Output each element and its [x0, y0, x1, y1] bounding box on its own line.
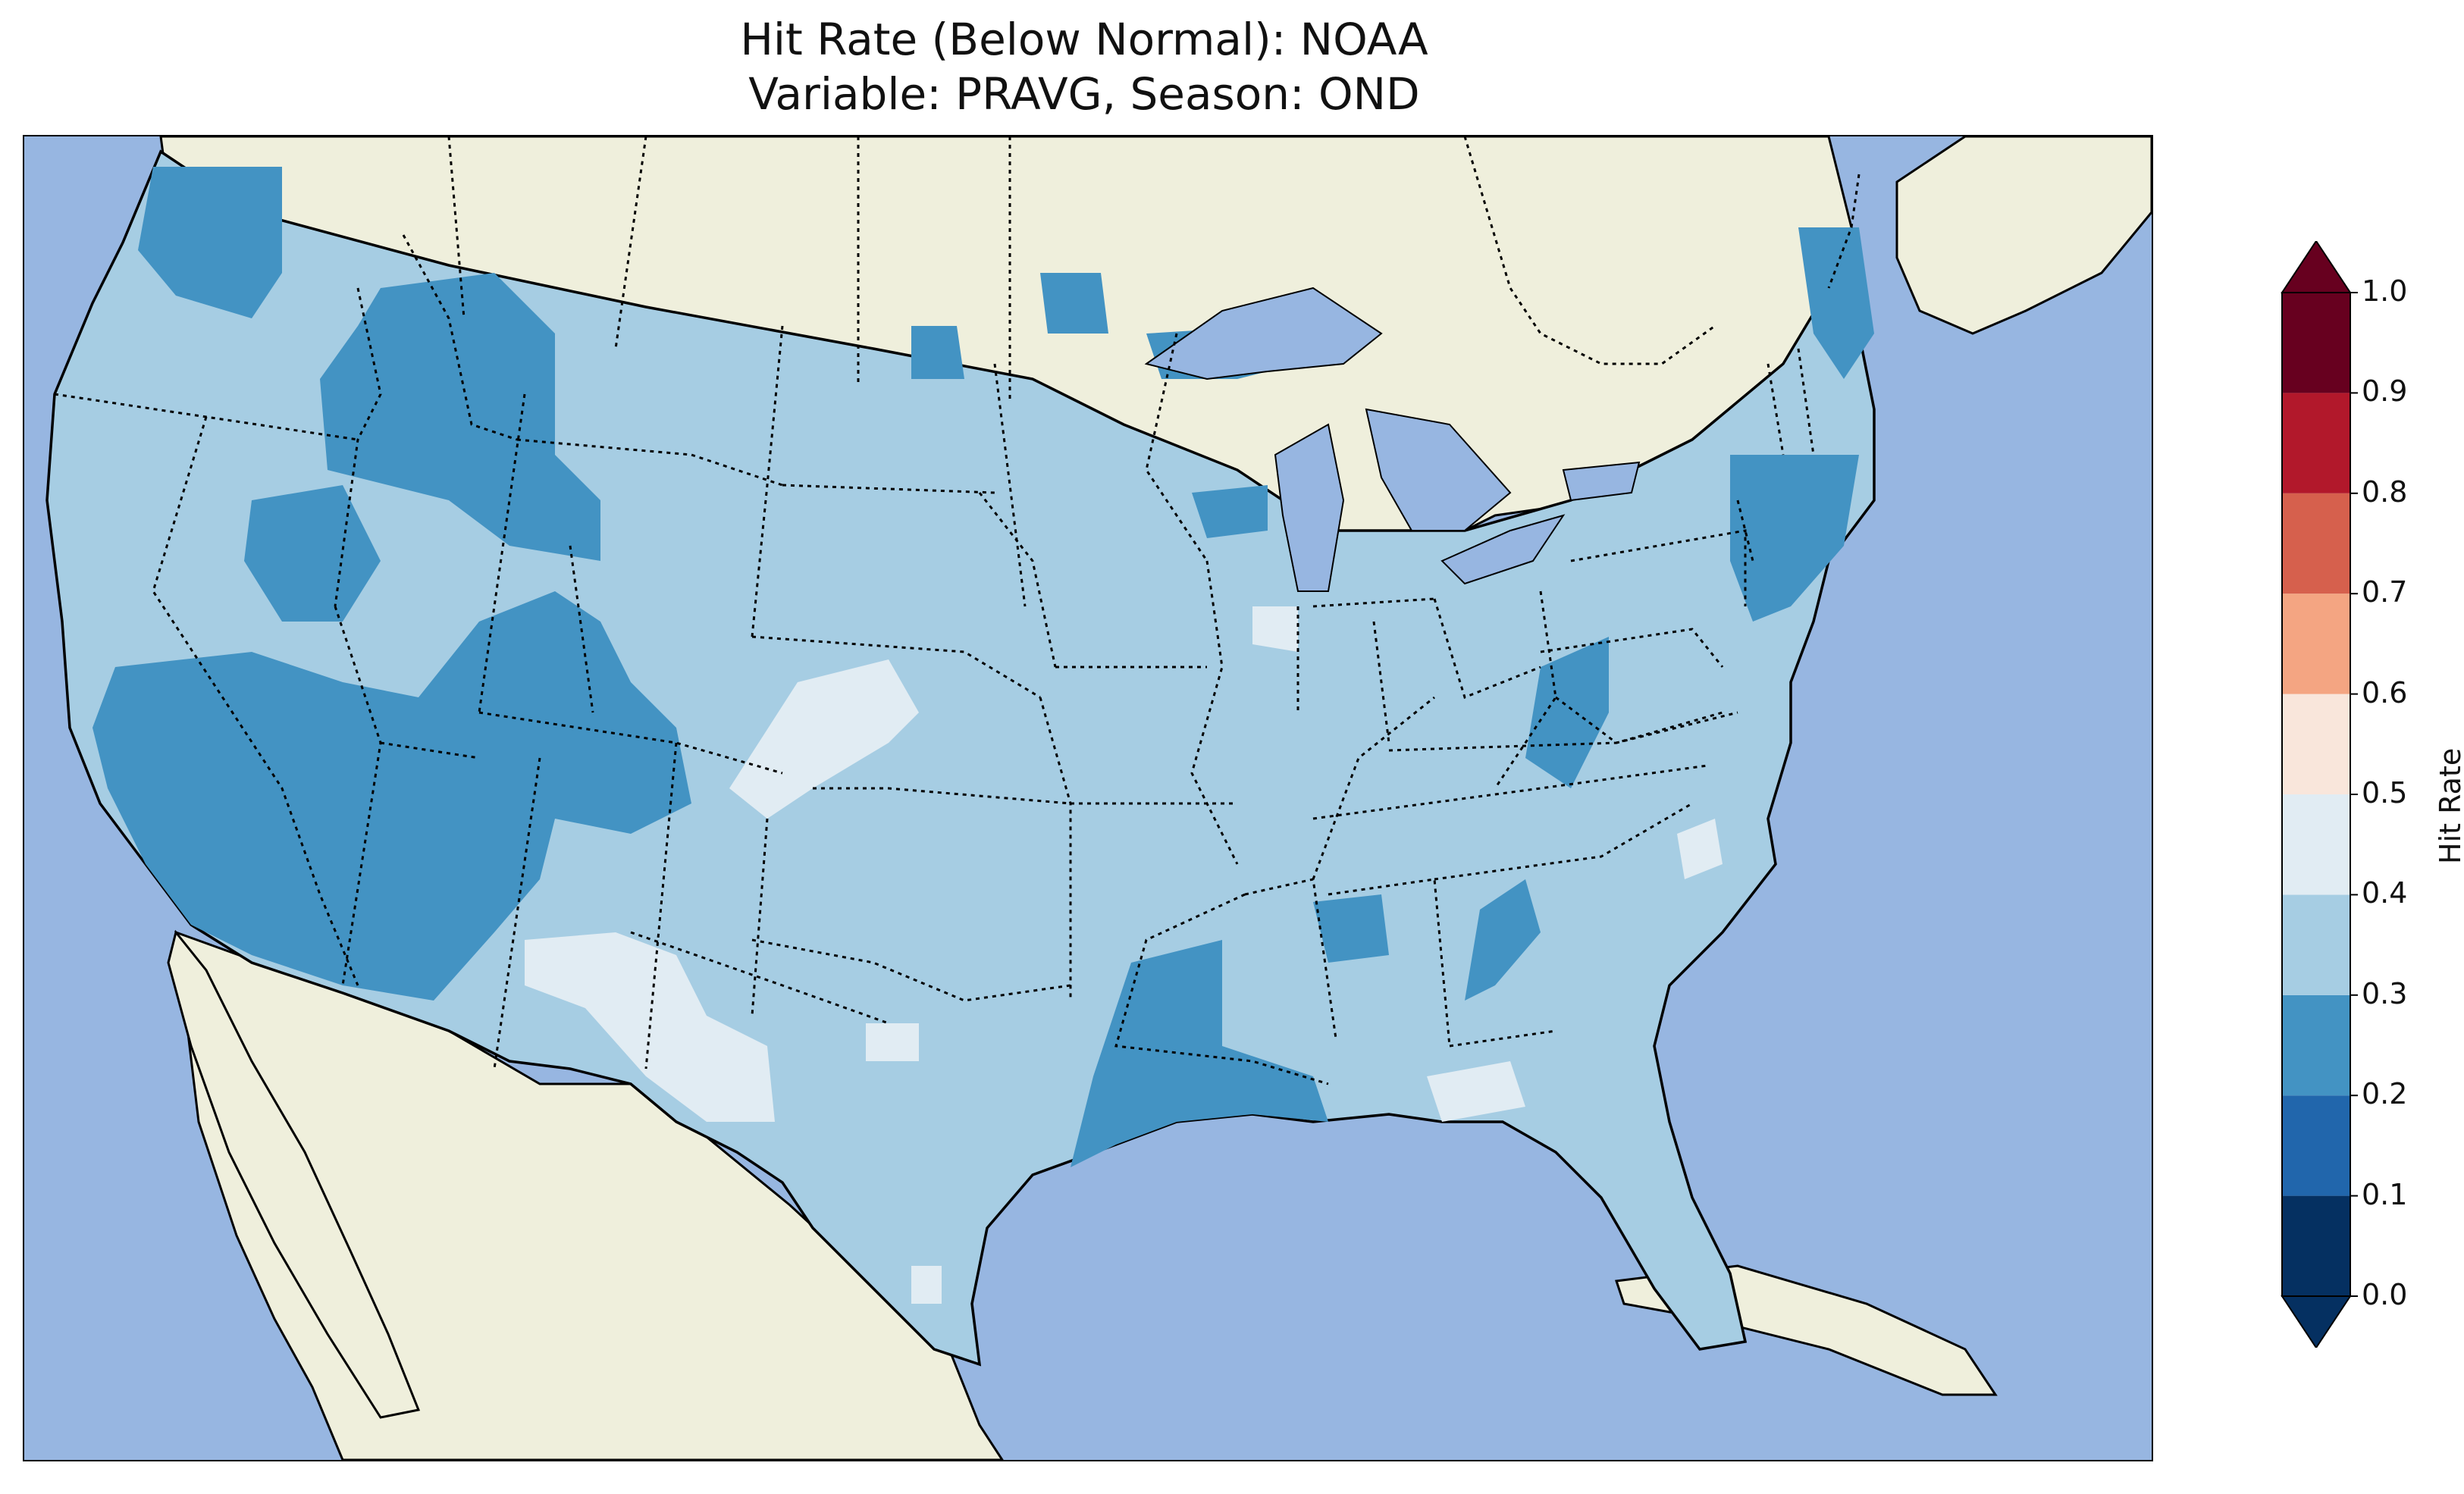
hit-rate-0.2-0.3-regions	[92, 167, 1874, 1167]
region-central-texas-patch	[866, 1023, 919, 1061]
colorbar-bin-2	[2282, 994, 2350, 1096]
region-lower-mississippi	[1071, 940, 1328, 1167]
baja-land	[167, 929, 421, 1419]
region-ohio-valley	[1525, 637, 1609, 788]
colorbar-bin-0	[2282, 1195, 2350, 1296]
state-borders	[54, 234, 1815, 1085]
colorbar-extend-top	[2281, 241, 2352, 293]
region-northern-plains	[911, 326, 964, 379]
colorbar-bin-4	[2282, 794, 2350, 895]
lake-ontario	[1562, 461, 1641, 502]
colorbar-tick-label: 1.0	[2362, 274, 2408, 308]
maritimes-land	[1895, 136, 2152, 335]
colorbar-bin-5	[2282, 694, 2350, 794]
great-lakes	[1144, 287, 1641, 592]
colorbar-tick-label: 0.7	[2362, 575, 2408, 609]
colorbar-tick-label: 0.2	[2362, 1077, 2408, 1111]
colorbar-bin-7	[2282, 493, 2350, 594]
colorbar-bin-1	[2282, 1095, 2350, 1196]
lake-superior	[1144, 287, 1383, 381]
colorbar-label: Hit Rate	[2434, 747, 2464, 864]
colorbar-tick-label: 0.1	[2362, 1177, 2408, 1211]
colorbar-tick-label: 0.6	[2362, 675, 2408, 709]
us-map	[24, 136, 2152, 1460]
colorbar-bin-6	[2282, 594, 2350, 694]
region-south-texas	[911, 1266, 942, 1304]
map-panel	[23, 135, 2153, 1461]
region-great-basin-california	[92, 591, 691, 1001]
colorbar	[2281, 241, 2358, 1348]
colorbar-tick-label: 0.8	[2362, 475, 2408, 509]
region-illinois-patch	[1252, 606, 1298, 652]
province-borders	[447, 136, 1861, 402]
colorbar-bin-8	[2282, 393, 2350, 493]
map-title-line1: Hit Rate (Below Normal): NOAA	[740, 14, 1428, 65]
region-florida-panhandle	[1427, 1061, 1525, 1122]
colorbar-tick-label: 0.3	[2362, 976, 2408, 1010]
map-title-line2: Variable: PRAVG, Season: OND	[748, 68, 1420, 120]
lake-erie	[1440, 514, 1566, 585]
region-oregon-nevada	[244, 485, 381, 622]
region-north-carolina-coast	[1677, 819, 1723, 879]
colorbar-extend-bottom	[2281, 1295, 2352, 1348]
region-minnesota-border	[1040, 273, 1108, 334]
lake-huron	[1365, 408, 1512, 531]
colorbar-bin-3	[2282, 894, 2350, 995]
colorbar-tick-label: 0.4	[2362, 876, 2408, 910]
region-georgia	[1465, 879, 1541, 1001]
colorbar-bin-9	[2282, 293, 2350, 393]
region-michigan-wisconsin	[1192, 485, 1268, 538]
colorbar-tick-label: 0.9	[2362, 374, 2408, 409]
region-southern-plains	[729, 659, 919, 819]
region-new-england-coast	[1730, 455, 1859, 622]
region-alabama	[1313, 894, 1389, 963]
colorbar-tick-label: 0.0	[2362, 1278, 2408, 1311]
lake-michigan	[1274, 423, 1345, 592]
region-idaho-wyoming	[320, 273, 600, 561]
region-maine	[1798, 227, 1874, 379]
region-pacific-northwest	[138, 167, 282, 318]
colorbar-tick-label: 0.5	[2362, 776, 2408, 810]
